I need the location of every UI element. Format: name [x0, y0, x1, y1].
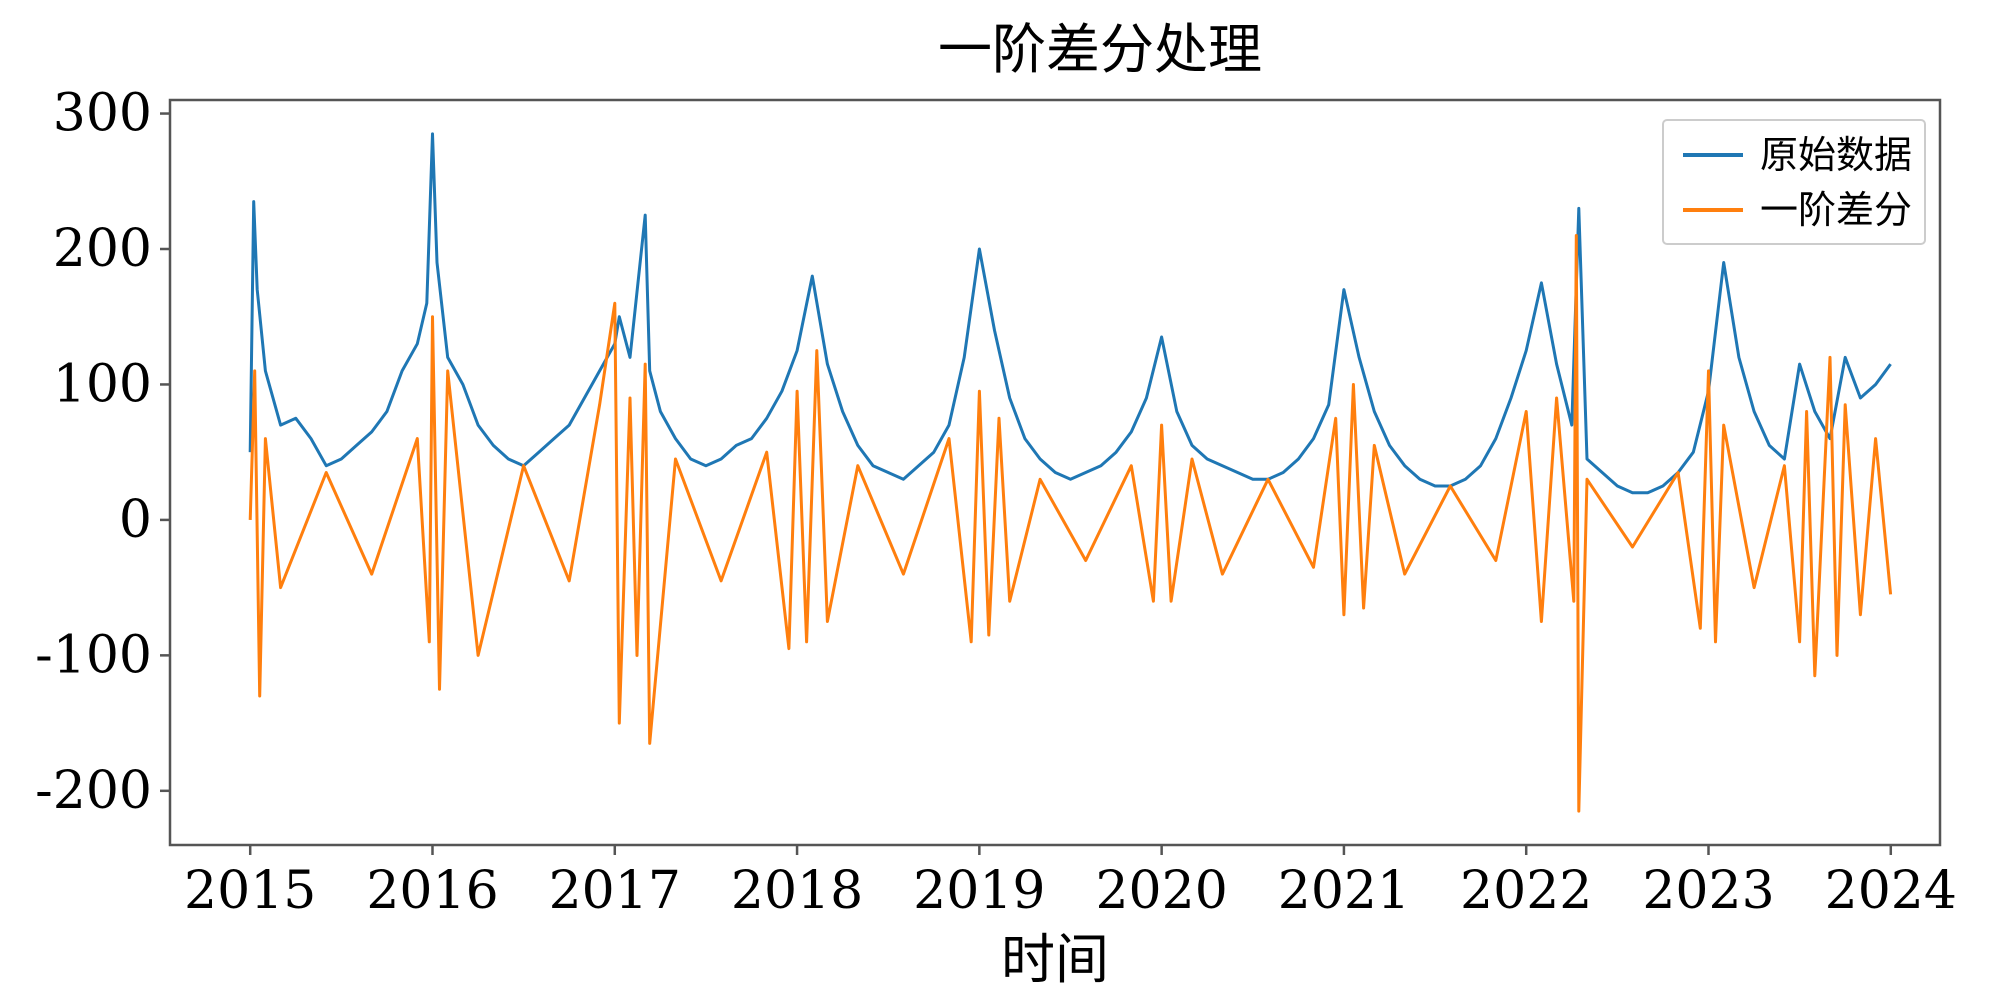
x-tick-label: 2019 — [913, 861, 1045, 921]
plot-area — [168, 98, 1942, 847]
x-tick-label: 2018 — [731, 861, 863, 921]
x-tick-label: 2017 — [549, 861, 681, 921]
x-tick-label: 2016 — [366, 861, 498, 921]
y-tick-label: -100 — [35, 625, 152, 685]
legend: 原始数据 一阶差分 — [1662, 119, 1926, 245]
y-tick-label: -200 — [35, 761, 152, 821]
series-line-diff — [248, 234, 1893, 813]
legend-box — [1662, 119, 1926, 245]
x-tick-label: 2023 — [1642, 861, 1774, 921]
legend-label-original: 原始数据 — [1760, 133, 1912, 177]
x-tick-label: 2021 — [1278, 861, 1410, 921]
y-axis: 300 200 100 0 -100 -200 — [35, 84, 170, 821]
series-line-original — [248, 132, 1892, 495]
y-tick-label: 100 — [53, 354, 152, 414]
x-axis: 2015 2016 2017 2018 2019 2020 2021 2022 2023 2024 — [184, 845, 1957, 921]
x-tick-label: 2024 — [1825, 861, 1957, 921]
y-tick-label: 200 — [53, 219, 152, 279]
y-tick-label: 0 — [119, 490, 152, 550]
x-tick-label: 2022 — [1460, 861, 1592, 921]
legend-label-diff: 一阶差分 — [1760, 188, 1912, 232]
x-axis-label: 时间 — [1001, 928, 1109, 991]
x-tick-label: 2015 — [184, 861, 316, 921]
chart-title: 一阶差分处理 — [938, 18, 1262, 81]
y-tick-label: 300 — [53, 84, 152, 144]
series-layer — [248, 132, 1893, 813]
x-tick-label: 2020 — [1095, 861, 1227, 921]
